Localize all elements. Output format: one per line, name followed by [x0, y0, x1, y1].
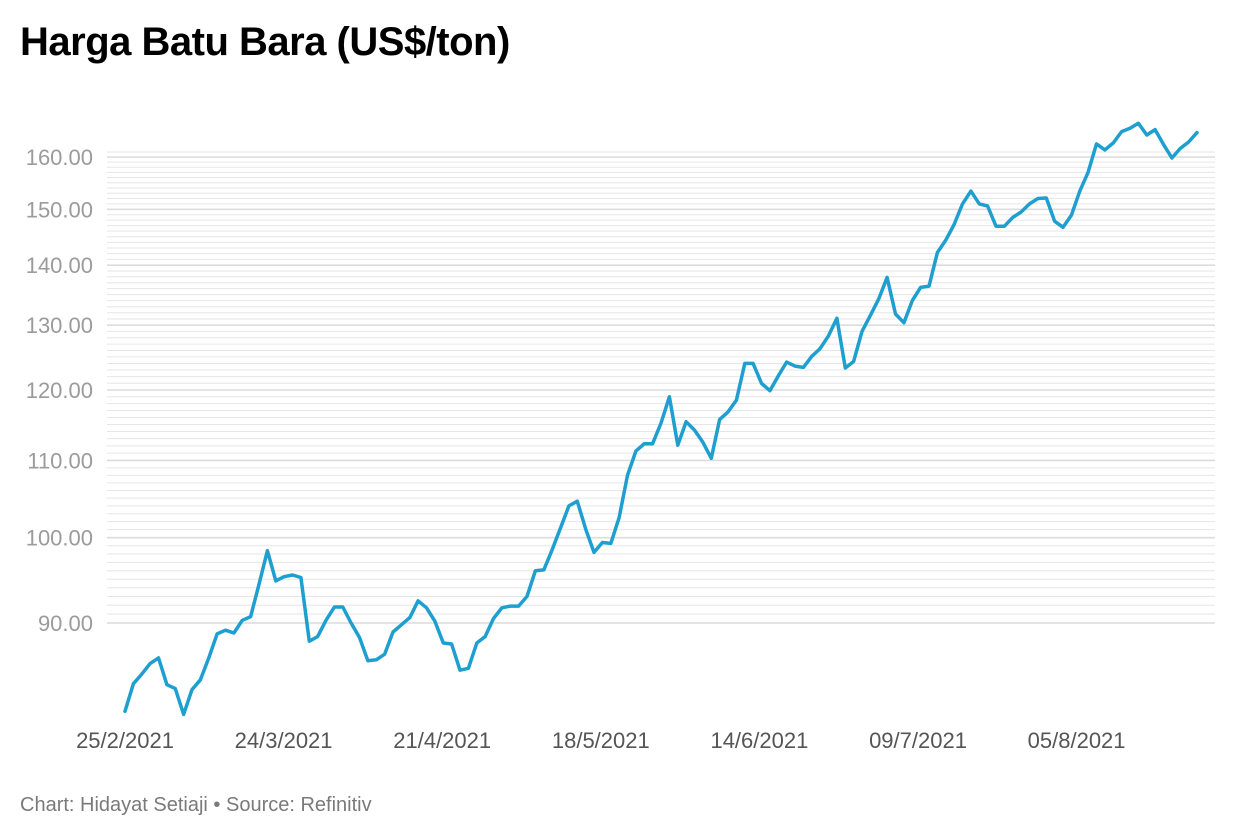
y-tick-label: 140.00 — [26, 253, 93, 278]
price-line — [123, 121, 1199, 717]
y-tick-label: 150.00 — [26, 197, 93, 222]
x-tick-label: 25/2/2021 — [76, 728, 174, 753]
x-axis-ticks: 25/2/2021 24/3/2021 21/4/2021 18/5/2021 14/6… — [76, 728, 1125, 753]
y-tick-label: 100.00 — [26, 526, 93, 551]
x-tick-label: 24/3/2021 — [235, 728, 333, 753]
x-tick-label: 18/5/2021 — [552, 728, 650, 753]
y-axis-ticks: 160.00 150.00 140.00 130.00 120.00 110.00 100.… — [26, 145, 93, 636]
y-tick-label: 110.00 — [27, 448, 93, 473]
y-tick-label: 160.00 — [26, 145, 93, 170]
y-tick-label: 130.00 — [26, 313, 93, 338]
chart-credit: Chart: Hidayat Setiaji • Source: Refinit… — [20, 794, 372, 816]
grid-lines — [107, 151, 1215, 624]
chart-title: Harga Batu Bara (US$/ton) — [20, 20, 510, 64]
x-tick-label: 21/4/2021 — [393, 728, 491, 753]
y-tick-label: 90.00 — [38, 611, 93, 636]
x-tick-label: 14/6/2021 — [710, 728, 808, 753]
x-tick-label: 09/7/2021 — [869, 728, 967, 753]
y-tick-label: 120.00 — [26, 378, 93, 403]
x-tick-label: 05/8/2021 — [1028, 728, 1126, 753]
